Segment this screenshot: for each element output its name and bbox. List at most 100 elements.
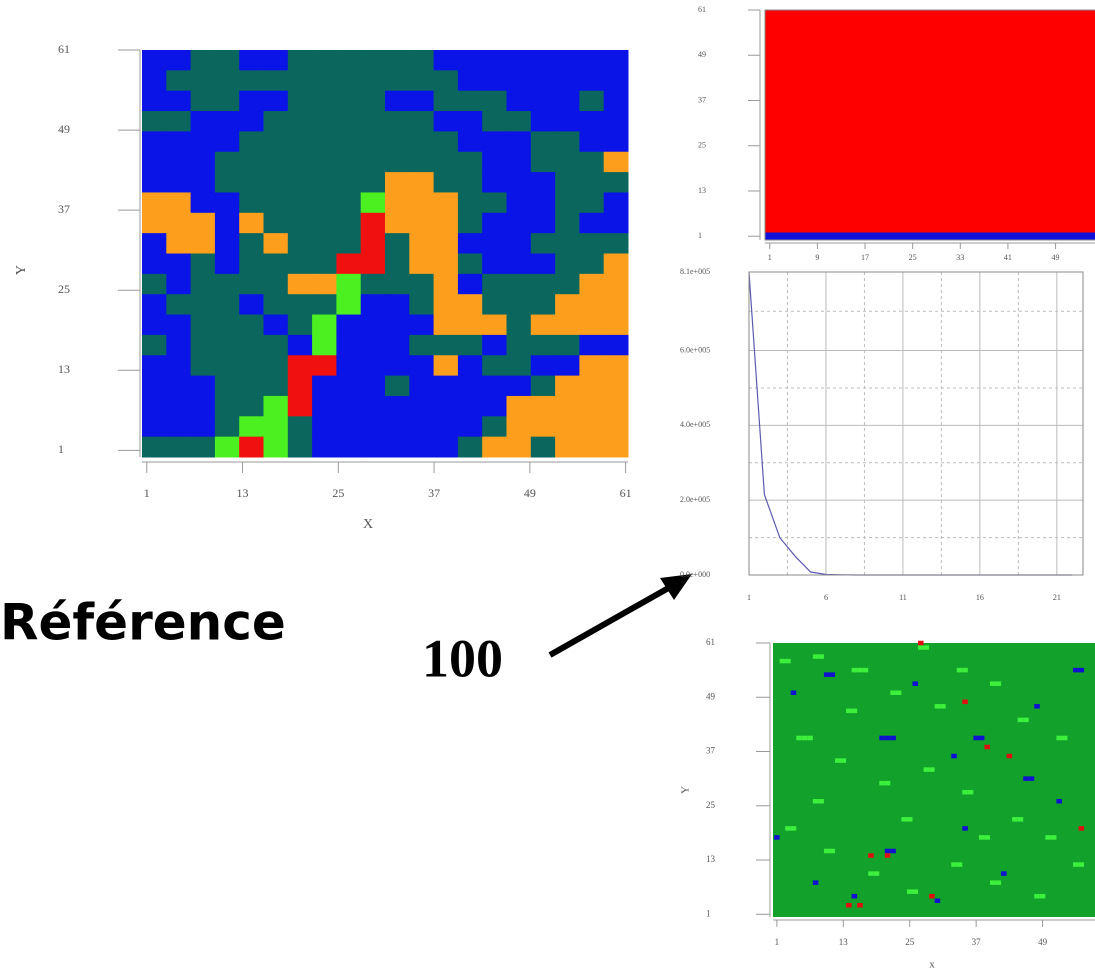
y-tick-label: 0.0e+000 xyxy=(680,570,710,579)
map-cell xyxy=(214,151,240,173)
map-cell xyxy=(336,273,362,295)
map-cell xyxy=(263,70,289,92)
map-cell xyxy=(579,50,605,71)
map-cell xyxy=(457,294,483,316)
map-cell xyxy=(884,853,891,858)
map-cell xyxy=(1056,798,1062,804)
x-tick-label: 37 xyxy=(428,486,440,500)
map-cell xyxy=(385,375,410,397)
map-cell xyxy=(409,90,435,112)
map-cell xyxy=(360,416,386,438)
map-cell xyxy=(555,375,580,397)
map-cell xyxy=(312,151,337,173)
map-cell xyxy=(360,253,386,275)
y-tick-label: 37 xyxy=(698,95,706,104)
map-cell xyxy=(555,90,580,112)
map-cell xyxy=(336,131,362,153)
map-cell xyxy=(603,111,629,132)
map-cell xyxy=(603,192,629,214)
map-cell xyxy=(579,131,605,153)
map-cell xyxy=(287,416,313,438)
map-cell xyxy=(1017,717,1024,723)
map-cell xyxy=(263,273,289,295)
y-tick-label: 61 xyxy=(698,5,706,14)
y-tick-label: 49 xyxy=(706,691,716,701)
map-cell xyxy=(360,172,386,193)
map-cell xyxy=(433,90,459,112)
map-cell xyxy=(879,735,885,741)
map-cell xyxy=(901,817,907,822)
map-cell xyxy=(433,131,459,153)
map-cell xyxy=(312,131,337,153)
map-cell xyxy=(579,111,605,132)
map-cell xyxy=(214,334,240,356)
map-cell xyxy=(433,416,459,438)
map-cell xyxy=(239,355,264,377)
map-cell xyxy=(555,151,580,173)
map-cell xyxy=(457,172,483,193)
map-cell xyxy=(409,355,435,377)
map-cell xyxy=(846,902,852,908)
map-cell xyxy=(951,753,957,759)
map-cell xyxy=(263,131,289,153)
map-cell xyxy=(142,212,167,234)
map-cell xyxy=(579,375,605,397)
map-cell xyxy=(978,835,985,840)
map-cell xyxy=(239,294,264,316)
map-cell xyxy=(336,90,362,112)
map-cell xyxy=(884,735,891,741)
map-cell xyxy=(457,314,483,336)
arrow-head xyxy=(660,574,692,600)
line xyxy=(748,271,1073,576)
map-cell xyxy=(846,708,852,714)
map-cell xyxy=(790,826,797,831)
x-axis-title: X xyxy=(363,517,373,532)
map-cell xyxy=(239,314,264,336)
map-cell xyxy=(823,848,830,854)
map-cell xyxy=(506,253,532,275)
map-cell xyxy=(287,111,313,132)
map-cell xyxy=(287,334,313,356)
map-cell xyxy=(312,416,337,438)
map-cell xyxy=(482,375,507,397)
map-cell xyxy=(214,172,240,193)
map-cell xyxy=(457,355,483,377)
map-cell xyxy=(190,70,216,92)
map-cell xyxy=(1034,704,1040,709)
map-cell xyxy=(506,355,532,377)
map-cell xyxy=(385,192,410,214)
map-cell xyxy=(409,395,435,417)
map-cell xyxy=(929,767,935,772)
map-cell xyxy=(142,90,167,112)
map-cell xyxy=(239,233,264,254)
map-cell xyxy=(785,658,791,664)
map-cell xyxy=(579,172,605,193)
map-cell xyxy=(457,233,483,254)
map-cell xyxy=(603,436,629,458)
y-tick-label: 2.0e+005 xyxy=(680,495,710,504)
map-cell xyxy=(906,889,913,894)
map-cell xyxy=(482,90,507,112)
x-tick-label: 17 xyxy=(861,253,869,262)
x-tick-label: 49 xyxy=(1038,937,1048,947)
map-cell xyxy=(978,735,985,741)
map-cell xyxy=(457,111,483,132)
arrow-shaft xyxy=(548,583,674,658)
map-cell xyxy=(360,233,386,254)
map-cell xyxy=(312,70,337,92)
map-cell xyxy=(482,212,507,234)
map-cell xyxy=(166,395,192,417)
map-cell xyxy=(263,355,289,377)
map-cell xyxy=(239,111,264,132)
map-cell xyxy=(530,395,556,417)
map-cell xyxy=(555,111,580,132)
map-cell xyxy=(579,273,605,295)
map-cell xyxy=(862,667,869,673)
map-cell xyxy=(1078,826,1085,831)
map-cell xyxy=(603,70,629,92)
map-cell xyxy=(263,192,289,214)
map-cell xyxy=(579,395,605,417)
map-cell xyxy=(603,355,629,377)
map-cell xyxy=(603,314,629,336)
map-cell xyxy=(190,395,216,417)
